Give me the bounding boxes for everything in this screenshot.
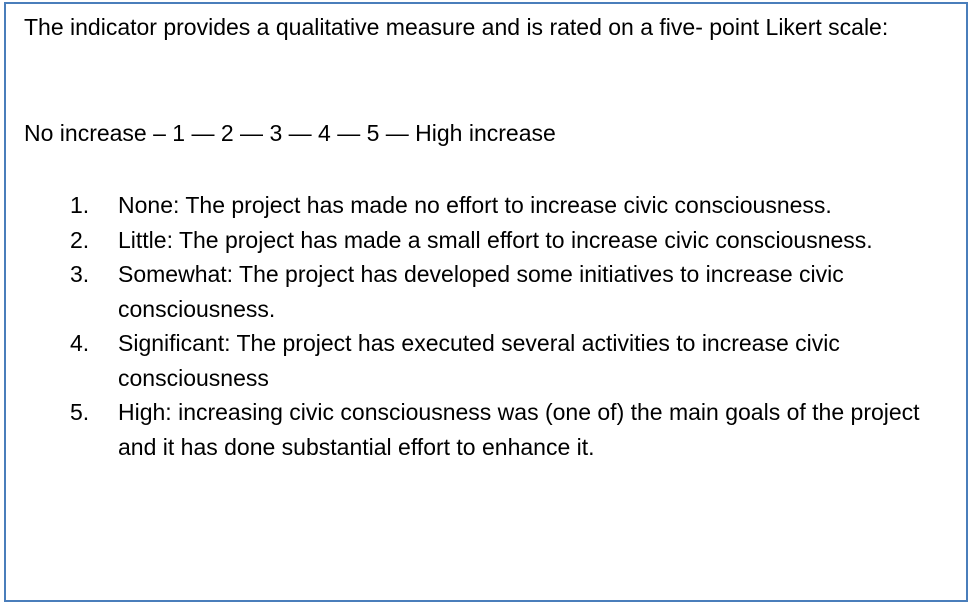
list-item: 5. High: increasing civic consciousness … bbox=[0, 395, 960, 464]
likert-scale-line: No increase – 1 — 2 — 3 — 4 — 5 — High i… bbox=[24, 120, 556, 146]
list-item-text: None: The project has made no effort to … bbox=[118, 192, 832, 218]
list-item-text: Somewhat: The project has developed some… bbox=[118, 261, 844, 322]
list-item: 1. None: The project has made no effort … bbox=[0, 188, 960, 223]
list-item-text: Little: The project has made a small eff… bbox=[118, 226, 873, 253]
list-item-number: 2. bbox=[70, 226, 90, 253]
list-item-number: 4. bbox=[70, 330, 90, 356]
rating-list: 1. None: The project has made no effort … bbox=[0, 188, 960, 464]
list-item-number: 5. bbox=[70, 399, 90, 425]
list-item-number: 3. bbox=[70, 261, 90, 287]
list-item-text: Significant: The project has executed se… bbox=[118, 330, 840, 391]
list-item: 4. Significant: The project has executed… bbox=[0, 326, 960, 395]
list-item: 2. Little: The project has made a small … bbox=[0, 223, 960, 258]
list-item: 3. Somewhat: The project has developed s… bbox=[0, 257, 960, 326]
list-item-text: High: increasing civic consciousness was… bbox=[118, 399, 920, 460]
intro-paragraph: The indicator provides a qualitative mea… bbox=[24, 14, 889, 40]
list-item-number: 1. bbox=[70, 192, 90, 218]
